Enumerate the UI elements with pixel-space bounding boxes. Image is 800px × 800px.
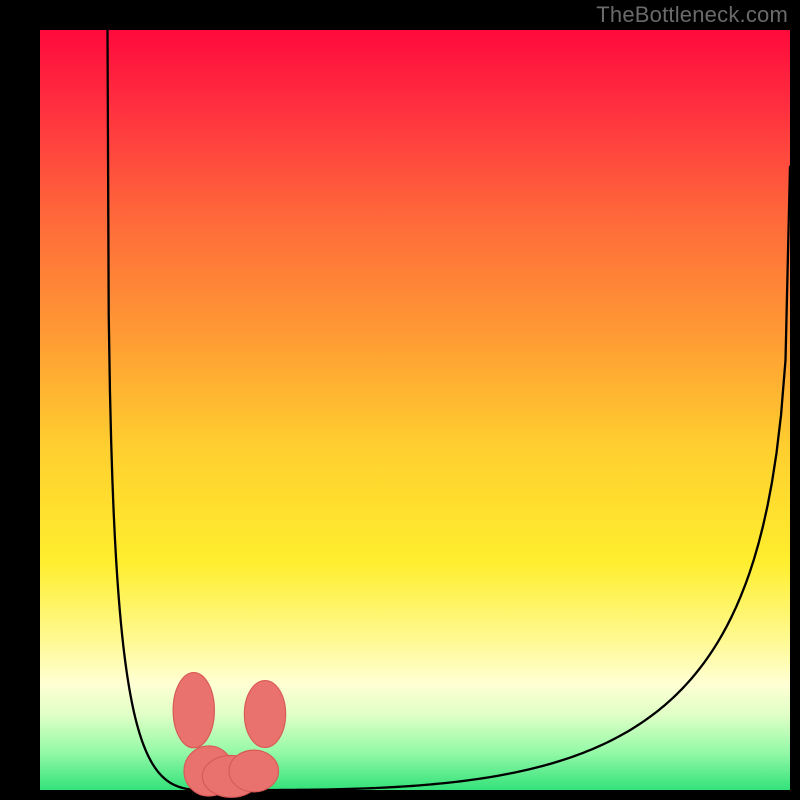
marker-dot — [229, 750, 279, 792]
watermark-text: TheBottleneck.com — [596, 2, 788, 28]
chart-stage: TheBottleneck.com — [0, 0, 800, 800]
bottleneck-chart — [0, 0, 800, 800]
marker-dot — [173, 673, 214, 748]
marker-dot — [244, 681, 285, 748]
plot-background — [40, 30, 790, 790]
